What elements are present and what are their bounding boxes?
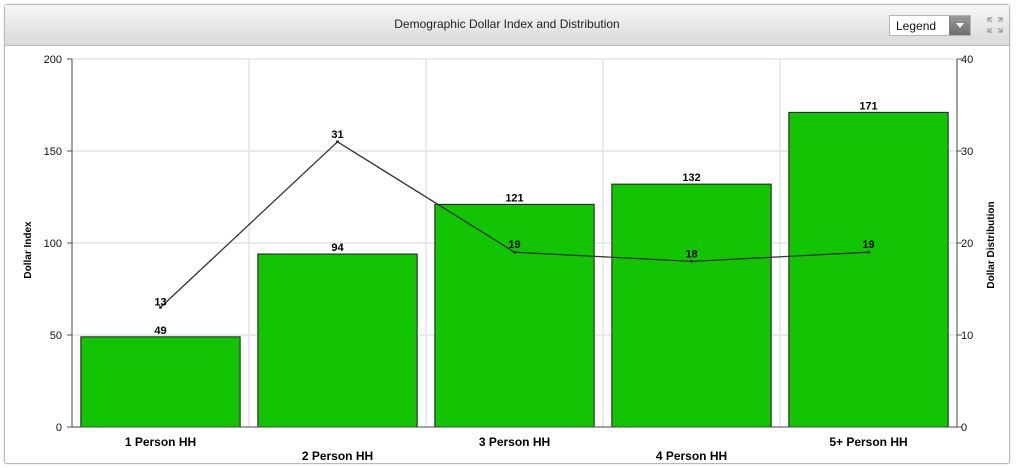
y-tick-label: 100 — [44, 238, 62, 250]
chart-header: Demographic Dollar Index and Distributio… — [5, 5, 1009, 46]
data-labels: 49 94 121 132 171 13 31 19 18 19 — [154, 100, 877, 336]
bar-data-label: 94 — [331, 242, 344, 254]
x-tick-label: 3 Person HH — [479, 435, 550, 449]
bar — [80, 336, 241, 428]
chart-title: Demographic Dollar Index and Distributio… — [394, 17, 620, 31]
y2-tick-label: 30 — [961, 146, 973, 158]
line-series — [159, 140, 870, 309]
line-data-label: 19 — [508, 239, 520, 251]
bar — [257, 253, 418, 428]
y2-tick-label: 10 — [961, 330, 973, 342]
legend-dropdown[interactable]: Legend — [889, 15, 971, 36]
line-point — [690, 259, 693, 263]
chevron-down-icon[interactable] — [949, 16, 970, 35]
y-axis-label: Dollar Index — [23, 221, 34, 279]
line-point — [159, 305, 162, 309]
bar — [434, 203, 595, 428]
line-point — [336, 140, 339, 144]
x-tick-label: 1 Person HH — [125, 435, 196, 449]
x-tick-label: 5+ Person HH — [829, 435, 907, 449]
line-data-label: 19 — [862, 239, 874, 251]
y-tick-label: 0 — [56, 422, 62, 434]
x-tick-label: 4 Person HH — [656, 449, 727, 463]
legend-dropdown-label: Legend — [896, 19, 937, 33]
bar — [788, 111, 949, 428]
bar-data-label: 121 — [505, 192, 523, 204]
line-point — [513, 250, 516, 254]
y-tick-label: 200 — [44, 54, 62, 66]
y2-tick-label: 0 — [961, 422, 967, 434]
bar-data-label: 132 — [682, 172, 700, 184]
axes: 0 50 100 150 200 0 10 20 30 40 1 Person HH 2 Person… — [44, 54, 974, 463]
x-tick-label: 2 Person HH — [302, 449, 373, 463]
y-tick-label: 50 — [50, 330, 62, 342]
y-tick-label: 150 — [44, 146, 62, 158]
y2-tick-label: 40 — [961, 54, 973, 66]
line-data-label: 13 — [154, 296, 166, 308]
y2-axis-label: Dollar Distribution — [986, 201, 997, 288]
y2-tick-label: 20 — [961, 238, 973, 250]
bar-data-label: 49 — [154, 325, 166, 337]
bar-series — [80, 111, 949, 428]
bar-data-label: 171 — [859, 100, 877, 112]
expand-icon[interactable] — [987, 17, 1003, 33]
line-data-label: 31 — [331, 129, 343, 141]
line-point — [867, 250, 870, 254]
line-data-label: 18 — [685, 248, 697, 260]
bar — [611, 183, 772, 428]
